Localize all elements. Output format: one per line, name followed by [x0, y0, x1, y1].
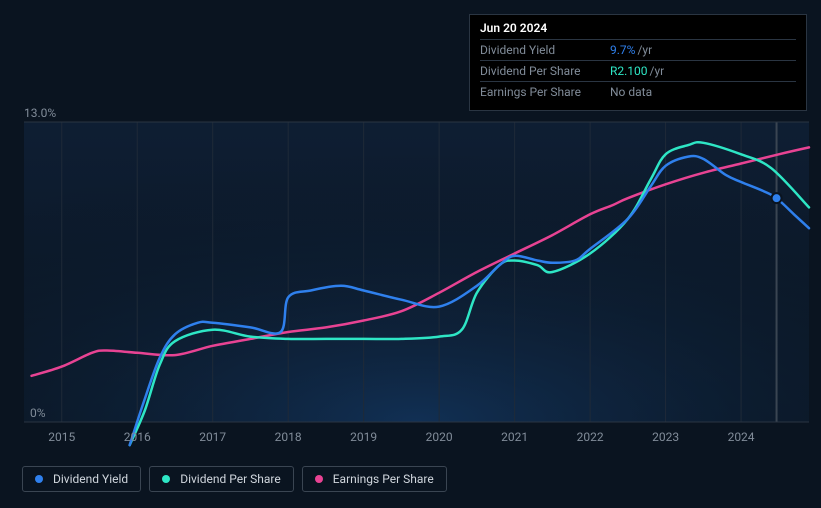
- chart-svg: [24, 122, 809, 422]
- legend-item-dividend-yield[interactable]: Dividend Yield: [22, 466, 141, 492]
- tooltip-row-value: R2.100: [610, 64, 648, 78]
- y-axis-min-label: 0%: [30, 406, 46, 420]
- tooltip-row-label: Earnings Per Share: [480, 85, 610, 99]
- x-axis-tick-label: 2018: [275, 430, 302, 444]
- legend-item-label: Dividend Per Share: [180, 472, 281, 486]
- x-axis-tick-label: 2022: [577, 430, 604, 444]
- x-axis-tick-label: 2016: [124, 430, 151, 444]
- tooltip-row-label: Dividend Per Share: [480, 64, 610, 78]
- legend-item-earnings-per-share[interactable]: Earnings Per Share: [302, 466, 447, 492]
- chart-tooltip: Jun 20 2024 Dividend Yield9.7%/yrDividen…: [469, 14, 807, 111]
- series-marker-dividend-yield: [772, 193, 782, 203]
- legend: Dividend Yield Dividend Per Share Earnings…: [22, 466, 447, 492]
- x-axis-tick-label: 2015: [48, 430, 75, 444]
- tooltip-row: Dividend Yield9.7%/yr: [480, 39, 796, 60]
- x-axis-tick-label: 2021: [501, 430, 528, 444]
- tooltip-row-value: 9.7%: [610, 43, 635, 57]
- x-axis-tick-label: 2020: [426, 430, 453, 444]
- tooltip-row-suffix: /yr: [650, 64, 665, 78]
- legend-item-dividend-per-share[interactable]: Dividend Per Share: [149, 466, 294, 492]
- chart-container: Jun 20 2024 Dividend Yield9.7%/yrDividen…: [0, 0, 821, 508]
- legend-item-label: Earnings Per Share: [333, 472, 434, 486]
- x-axis-tick-label: 2017: [199, 430, 226, 444]
- legend-dot-icon: [162, 475, 170, 483]
- x-axis-labels: 2015 2016 2017 2018 2019 2020 2021 2022 2023 2024: [24, 430, 809, 450]
- plot-area[interactable]: [24, 122, 809, 422]
- tooltip-row: Dividend Per ShareR2.100/yr: [480, 60, 796, 81]
- x-axis-tick-label: 2019: [350, 430, 377, 444]
- x-axis-tick-label: 2024: [728, 430, 755, 444]
- tooltip-row: Earnings Per ShareNo data: [480, 81, 796, 102]
- tooltip-row-label: Dividend Yield: [480, 43, 610, 57]
- x-axis-tick-label: 2023: [652, 430, 679, 444]
- tooltip-date: Jun 20 2024: [480, 21, 796, 39]
- y-axis-max-label: 13.0%: [24, 106, 56, 120]
- legend-dot-icon: [315, 475, 323, 483]
- tooltip-row-value: No data: [610, 85, 652, 99]
- legend-item-label: Dividend Yield: [53, 472, 128, 486]
- legend-dot-icon: [35, 475, 43, 483]
- tooltip-row-suffix: /yr: [637, 43, 652, 57]
